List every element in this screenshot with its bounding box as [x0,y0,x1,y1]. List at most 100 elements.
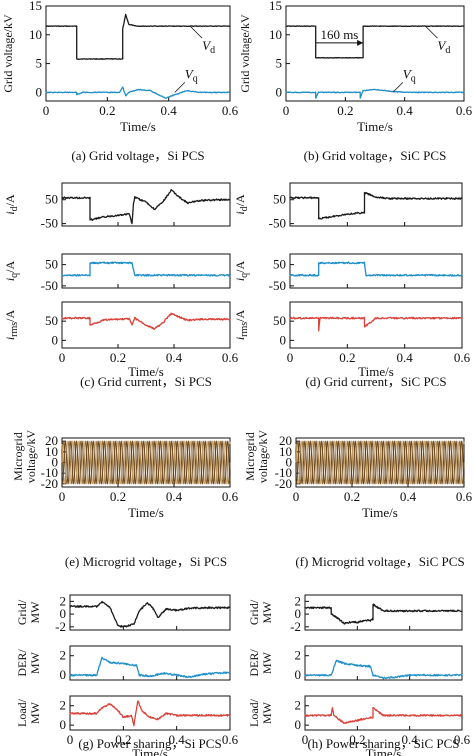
chart-e-xtick-label: 0.6 [222,489,239,504]
chart-e-ytick-label: -10 [41,465,58,480]
chart-g-panel-2-series [69,700,231,727]
chart-c-panel-0-ylabel: id/A [3,194,20,215]
chart-f-phase-3 [295,440,465,485]
ylabel-sub: d [9,206,20,211]
chart-e-ylabel: Microgridvoltage/kV [11,430,38,484]
ylabel-line2: MW [28,601,42,624]
ylabel-line2: MW [28,651,42,674]
chart-c-panel-1-frame [61,253,231,289]
chart-g-panel-0: -202 Grid/MW [15,593,231,634]
chart-f-ytick-label: 0 [286,455,293,470]
ylabel-line2: MW [260,651,274,674]
chart-d-panel-0-ytick-label: 50 [273,192,286,207]
chart-d-panel-2-frame [289,301,463,349]
ylabel-line2: MW [260,701,274,724]
chart-g-panel-1-ytick-label: 0 [60,667,67,682]
chart-h-panel-2-xtick-label: 0 [302,732,309,747]
chart-f-xtick-label: 0.4 [400,489,417,504]
chart-c-panel-2-xtick-label: 0.4 [166,350,183,365]
chart-b-xlabel: Time/s [357,119,393,134]
chart-c-panel-2-xtick-label: 0.6 [222,350,239,365]
vd-sub: d [210,45,215,56]
chart-b-xtick-label: 0.6 [456,103,473,118]
chart-h-panel-0-ytick-label: -2 [290,619,301,634]
chart-c-panel-0-series [61,188,231,225]
chart-f-ylabel: Microgridvoltage/kV [243,430,270,484]
chart-d-panel-2-xtick-label: 0.6 [454,350,471,365]
chart-b-arrowhead [357,39,364,46]
chart-f-xtick-label: 0.6 [456,489,473,504]
chart-g-panel-2-ytick-label: 2 [60,698,67,713]
chart-c-panel-1-ytick-label: -50 [41,278,58,293]
chart-c-panel-2-xtick-label: 0.2 [110,350,126,365]
chart-g-panel-2-xtick-label: 0.6 [222,732,239,747]
ylabel-unit: /A [233,194,247,206]
chart-a-ytick-label: 5 [36,56,43,71]
chart-a-vd-leader [189,25,203,39]
chart-a-frame [45,5,231,102]
ylabel-line1: DER/ [15,649,29,677]
ylabel-sub: q [9,273,20,278]
chart-b-ylabel: Grid voltage/kV [238,14,252,93]
chart-e-ytick-label: -20 [41,476,58,491]
chart-b-xtick-label: 0.2 [337,103,353,118]
ylabel-line1: Load/ [15,698,29,727]
chart-d-panel-1-ylabel: iq/A [233,260,250,281]
chart-h-panel-2-ytick-label: 2 [295,698,302,713]
chart-h-panel-2-frame [304,695,463,731]
chart-b-vq-label: Vq [403,66,416,84]
chart-c-panel-0: -50 50 id/A [3,182,231,231]
chart-f-xtick-label: 0 [293,489,300,504]
chart-h-panel-1-series [304,659,463,680]
vq-text: V [403,66,413,81]
chart-g-panel-0-ytick-label: 0 [60,606,67,621]
chart-c-panel-2-ylabel: irms/A [3,309,20,340]
chart-e: 0 0.2 0.4 0.6-20-1001020Time/sMicrogridvolt… [11,430,239,569]
ylabel-line1: Microgrid [243,432,257,481]
chart-g-panel-0-series [69,600,231,628]
chart-d-panel-2-ytick-label: 50 [273,313,286,328]
chart-d-panel-2-xtick-label: 0.2 [339,350,355,365]
chart-e-ytick-label: 10 [45,444,58,459]
chart-g-panel-2-ytick-label: 0 [60,717,67,732]
chart-d-panel-1-ytick-label: -50 [269,278,286,293]
ylabel-line1: Grid/ [15,599,29,625]
chart-h-panel-1: 0 2 DER/MW [247,645,463,682]
chart-c-panel-1-series [61,261,231,277]
chart-a-vq-label: Vq [185,66,198,84]
chart-a-xtick-label: 0.2 [99,103,115,118]
chart-h-panel-0-frame [304,594,463,631]
chart-c-xlabel: Time/s [128,364,164,379]
chart-a-vd-label: Vd [202,38,215,56]
chart-b-vd-label: Vd [437,38,450,56]
chart-e-phase-2 [61,440,231,485]
chart-d-caption: (d) Grid current，SiC PCS [305,374,446,389]
chart-b-vq-leader [392,82,404,93]
chart-h-panel-2-xtick-label: 0.2 [349,732,365,747]
ylabel-sub: rms [9,322,20,337]
ylabel-unit: /A [233,260,247,272]
chart-g-panel-0-ytick-label: 2 [60,593,67,608]
vd-sub: d [445,45,450,56]
chart-d-panel-2-series [289,316,463,332]
chart-c-panel-2-series [61,312,231,330]
chart-c-panel-1-ylabel: iq/A [3,260,20,281]
chart-c-panel-2-ytick-label: 0 [52,332,59,347]
chart-d-panel-2-ytick-label: 0 [280,332,287,347]
chart-g-panel-0-ytick-label: -2 [55,619,66,634]
chart-h-panel-0-ytick-label: 2 [295,593,302,608]
vq-sub: q [411,73,416,84]
ylabel-line1: Grid/ [247,599,261,625]
chart-b-ytick-label: 10 [269,27,282,42]
chart-g-panel-2: 0 0.2 0.4 0.6 0 2 Load/MW [15,695,239,747]
chart-g-panel-2-xtick-label: 0.4 [169,732,186,747]
chart-g-caption: (g) Power sharing，Si PCS [78,736,221,751]
chart-a-xtick-label: 0.6 [222,103,239,118]
chart-f-ytick-label: 10 [279,444,292,459]
ylabel-unit: /A [233,309,247,321]
ylabel-main: i [3,337,17,340]
chart-d-panel-0-frame [289,182,463,227]
ylabel-line1: DER/ [247,649,261,677]
chart-h-panel-2-ylabel: Load/MW [247,698,274,727]
